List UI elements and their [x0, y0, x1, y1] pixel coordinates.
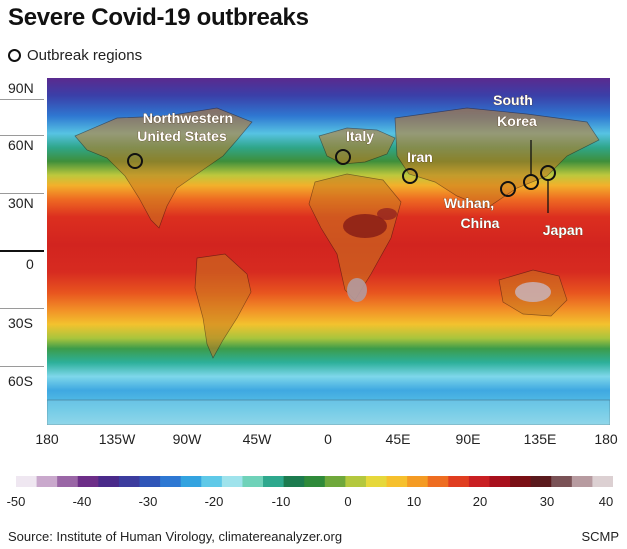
north-america-shape — [74, 107, 253, 229]
outbreak-markers: Northwestern United States Italy Iran Wu… — [127, 92, 584, 238]
scale-swatch — [304, 476, 326, 487]
scale-swatch — [283, 476, 305, 487]
lat-label-60n: 60N — [8, 137, 34, 153]
scale-swatch — [386, 476, 408, 487]
arabia-hotspot — [377, 208, 397, 220]
scale-swatch — [365, 476, 388, 487]
source-note: Source: Institute of Human Virology, cli… — [8, 529, 343, 544]
lat-label-60s: 60S — [8, 373, 33, 389]
scale-swatch — [448, 476, 470, 487]
circle-icon — [8, 48, 21, 62]
scale-swatch — [242, 476, 264, 487]
temperature-color-scale — [16, 476, 613, 487]
lat-tick — [0, 366, 44, 367]
lon-label-45w: 45W — [242, 431, 272, 447]
scale-swatch — [345, 476, 367, 487]
scale-swatch — [551, 476, 573, 487]
scale-swatch — [57, 476, 79, 487]
lat-label-30s: 30S — [8, 315, 33, 331]
lon-label-90w: 90W — [172, 431, 202, 447]
region-label-italy: Italy — [346, 128, 374, 144]
scale-swatch — [324, 476, 346, 487]
scale-swatch — [571, 476, 593, 487]
legend: Outbreak regions — [8, 44, 142, 66]
australia-hotspot — [515, 282, 551, 302]
scale-swatch — [180, 476, 202, 487]
scale-label: 10 — [406, 494, 422, 509]
legend-label: Outbreak regions — [27, 46, 143, 64]
south-america-shape — [194, 253, 252, 359]
region-label-wuhan-line2: China — [461, 215, 500, 231]
region-label-south-korea-line2: Korea — [497, 113, 537, 129]
lat-tick — [0, 193, 44, 194]
region-label-japan: Japan — [543, 222, 583, 238]
scale-swatch — [77, 476, 99, 487]
equator-tick — [0, 250, 44, 252]
scale-label: -50 — [6, 494, 26, 509]
scale-label: 30 — [539, 494, 555, 509]
scale-swatch — [139, 476, 161, 487]
lat-tick — [0, 308, 44, 309]
map-svg: Northwestern United States Italy Iran Wu… — [46, 78, 611, 426]
region-label-nw-us-line2: United States — [137, 128, 227, 144]
scale-swatch — [118, 476, 141, 487]
lon-label-135w: 135W — [98, 431, 136, 447]
lon-label-180e: 180 — [594, 431, 618, 447]
scale-swatch — [98, 476, 120, 487]
scale-swatch — [592, 476, 613, 487]
scale-label: 20 — [472, 494, 488, 509]
hotspots — [343, 208, 551, 302]
scale-swatch — [530, 476, 552, 487]
lon-label-135e: 135E — [523, 431, 557, 447]
lon-label-90e: 90E — [455, 431, 481, 447]
scale-swatch — [263, 476, 285, 487]
antarctica-shape — [46, 399, 611, 426]
lat-tick — [0, 135, 44, 136]
scale-swatch — [201, 476, 223, 487]
scale-swatch — [160, 476, 182, 487]
region-label-wuhan-line1: Wuhan, — [444, 195, 494, 211]
outbreak-marker-italy[interactable] — [335, 149, 351, 165]
lat-label-30n: 30N — [8, 195, 34, 211]
lat-label-90n: 90N — [8, 80, 34, 96]
continent-outlines — [46, 107, 611, 426]
lat-label-equator: 0 — [26, 256, 34, 272]
scale-label: -10 — [271, 494, 291, 509]
scale-swatch — [407, 476, 429, 487]
europe-shape — [318, 127, 396, 165]
region-label-nw-us-line1: Northwestern — [143, 110, 233, 126]
temperature-map: Northwestern United States Italy Iran Wu… — [46, 78, 611, 426]
lon-label-180w: 180 — [35, 431, 59, 447]
lon-label-0: 0 — [324, 431, 332, 447]
scale-swatch — [16, 476, 38, 487]
scale-label: -20 — [204, 494, 224, 509]
scale-swatch — [468, 476, 490, 487]
asia-shape — [394, 107, 600, 209]
scale-label: 40 — [598, 494, 614, 509]
southern-africa-hotspot — [347, 278, 367, 302]
map-title: Severe Covid-19 outbreaks — [8, 4, 309, 31]
scale-swatch — [510, 476, 532, 487]
outbreak-marker-wuhan[interactable] — [500, 181, 516, 197]
region-label-iran: Iran — [407, 149, 433, 165]
scale-swatch — [221, 476, 243, 487]
scale-swatch — [489, 476, 511, 487]
scale-swatch — [36, 476, 58, 487]
credit: SCMP — [581, 529, 619, 544]
scale-label: -30 — [138, 494, 158, 509]
scale-swatch — [427, 476, 449, 487]
sahara-hotspot — [343, 214, 387, 238]
lat-tick — [0, 99, 44, 100]
scale-label: 0 — [344, 494, 352, 509]
outbreak-marker-iran[interactable] — [402, 168, 418, 184]
lon-label-45e: 45E — [385, 431, 411, 447]
region-label-south-korea-line1: South — [493, 92, 533, 108]
outbreak-marker-nw-us[interactable] — [127, 153, 143, 169]
scale-label: -40 — [72, 494, 92, 509]
